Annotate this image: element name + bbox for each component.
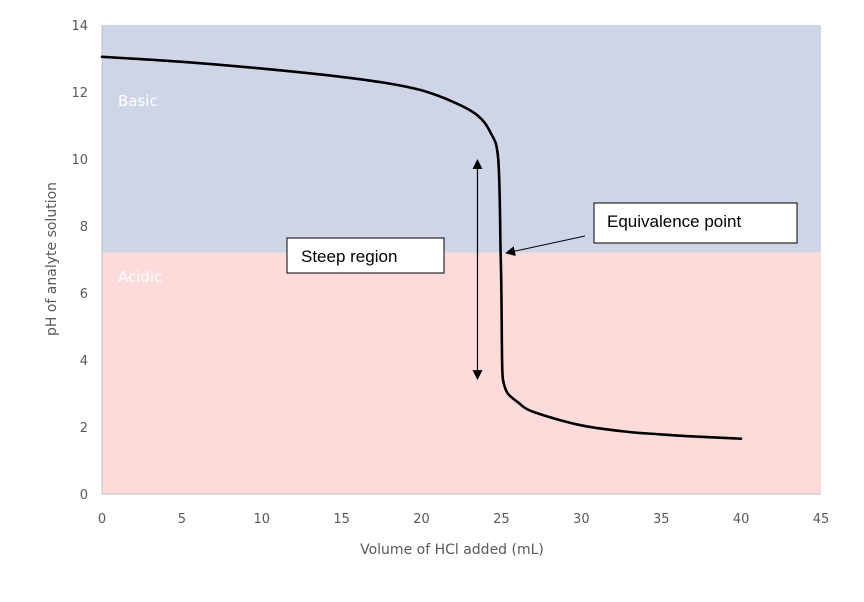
y-tick-label: 14 bbox=[71, 19, 88, 34]
x-axis-title: Volume of HCl added (mL) bbox=[360, 542, 544, 558]
x-tick-label: 35 bbox=[653, 512, 670, 527]
x-tick-label: 45 bbox=[813, 512, 830, 527]
equivalence-point-annotation: Equivalence point bbox=[505, 202, 798, 257]
x-tick-label: 30 bbox=[573, 512, 590, 527]
x-tick-label: 25 bbox=[493, 512, 510, 527]
x-tick-label: 40 bbox=[733, 512, 750, 527]
axes: 0 5 10 15 20 25 30 35 40 45 0 2 4 6 8 10 12 14 bbox=[71, 19, 829, 527]
x-tick-label: 5 bbox=[178, 512, 186, 527]
steep-region-annotation: Steep region bbox=[286, 159, 483, 381]
equivalence-point-arrow bbox=[505, 235, 586, 257]
y-tick-label: 12 bbox=[71, 86, 88, 101]
region-label-basic: Basic bbox=[118, 92, 158, 110]
x-tick-label: 20 bbox=[413, 512, 430, 527]
region-label-acidic: Acidic bbox=[118, 268, 162, 286]
y-tick-label: 2 bbox=[80, 421, 88, 436]
titration-curve-line bbox=[100, 55, 743, 440]
y-tick-label: 4 bbox=[80, 354, 88, 369]
y-tick-label: 10 bbox=[71, 153, 88, 168]
x-tick-label: 10 bbox=[254, 512, 271, 527]
equivalence-point-box bbox=[593, 202, 798, 244]
y-tick-label: 6 bbox=[80, 287, 88, 302]
y-tick-label: 0 bbox=[80, 488, 88, 503]
steep-region-box bbox=[286, 237, 445, 274]
y-tick-label: 8 bbox=[80, 220, 88, 235]
x-tick-label: 0 bbox=[98, 512, 106, 527]
y-axis-title: pH of analyte solution bbox=[44, 182, 60, 336]
background-regions bbox=[102, 25, 821, 494]
steep-region-label: Steep region bbox=[301, 247, 397, 266]
series bbox=[100, 55, 743, 440]
equivalence-point-label: Equivalence point bbox=[607, 212, 741, 231]
region-acidic bbox=[102, 252, 821, 494]
x-tick-label: 15 bbox=[333, 512, 350, 527]
